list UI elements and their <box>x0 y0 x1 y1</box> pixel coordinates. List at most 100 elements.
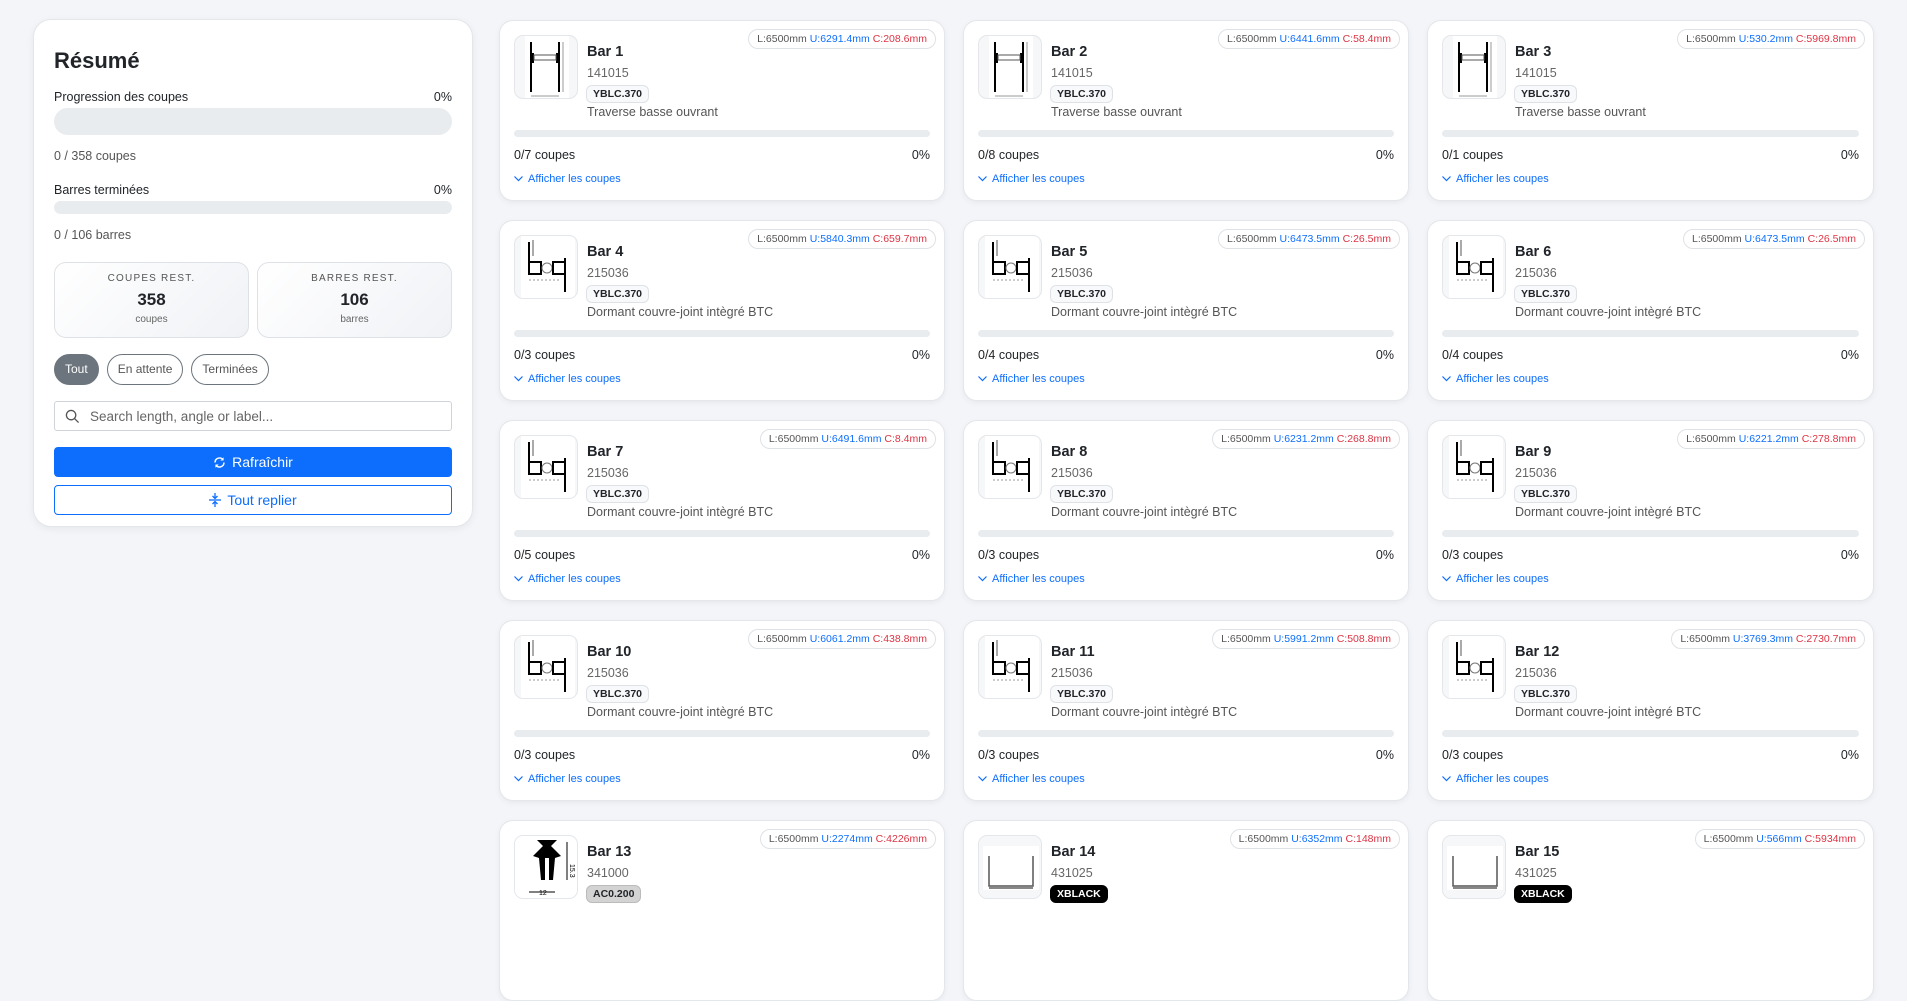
color-badge: YBLC.370 <box>586 685 650 703</box>
profile-image <box>514 235 578 299</box>
show-cuts-toggle[interactable]: Afficher les coupes <box>978 573 1085 585</box>
chevron-down-icon <box>978 776 987 782</box>
filter-pending[interactable]: En attente <box>106 354 184 385</box>
bar-progress <box>1442 130 1859 137</box>
cuts-pct: 0% <box>1840 148 1859 162</box>
length-chute: C:58.4mm <box>1342 33 1391 45</box>
bar-description: Traverse basse ouvrant <box>1051 105 1182 119</box>
show-cuts-toggle[interactable]: Afficher les coupes <box>978 773 1085 785</box>
show-cuts-label: Afficher les coupes <box>992 573 1085 585</box>
cuts-pct: 0% <box>1840 348 1859 362</box>
filter-all[interactable]: Tout <box>54 354 99 385</box>
bar-card: Bar 7 215036 YBLC.370 Dormant couvre-joi… <box>499 420 945 601</box>
bar-code: 141015 <box>1051 66 1093 80</box>
refresh-button[interactable]: Rafraîchir <box>54 447 452 477</box>
show-cuts-label: Afficher les coupes <box>1456 773 1549 785</box>
color-badge: YBLC.370 <box>1050 485 1114 503</box>
chevron-down-icon <box>1442 376 1451 382</box>
color-badge: YBLC.370 <box>1050 685 1114 703</box>
bar-title: Bar 13 <box>587 844 632 860</box>
show-cuts-toggle[interactable]: Afficher les coupes <box>514 173 621 185</box>
show-cuts-label: Afficher les coupes <box>528 773 621 785</box>
length-chute: C:5934mm <box>1804 833 1856 845</box>
chevron-down-icon <box>514 576 523 582</box>
cuts-pct: 0% <box>1375 148 1394 162</box>
bar-card: Bar 12 215036 YBLC.370 Dormant couvre-jo… <box>1427 620 1874 801</box>
cuts-count: 0/5 coupes <box>514 548 576 562</box>
length-chute: C:26.5mm <box>1807 233 1856 245</box>
stat-unit: barres <box>340 314 369 325</box>
chevron-down-icon <box>514 176 523 182</box>
show-cuts-toggle[interactable]: Afficher les coupes <box>1442 573 1549 585</box>
cuts-pct: 0% <box>1375 748 1394 762</box>
bar-progress <box>978 730 1394 737</box>
show-cuts-toggle[interactable]: Afficher les coupes <box>978 173 1085 185</box>
bar-title: Bar 4 <box>587 244 624 260</box>
bar-title: Bar 2 <box>1051 44 1088 60</box>
show-cuts-toggle[interactable]: Afficher les coupes <box>514 373 621 385</box>
summary-title: Résumé <box>54 48 140 73</box>
profile-image <box>514 635 578 699</box>
chevron-down-icon <box>978 176 987 182</box>
show-cuts-toggle[interactable]: Afficher les coupes <box>1442 373 1549 385</box>
length-used: U:6473.5mm <box>1279 233 1340 245</box>
length-total: L:6500mm <box>1227 33 1277 45</box>
bar-description: Dormant couvre-joint intègré BTC <box>1051 705 1238 719</box>
stat-unit: coupes <box>135 314 168 325</box>
bar-card: Bar 2 141015 YBLC.370 Traverse basse ouv… <box>963 20 1409 201</box>
bar-code: 215036 <box>1515 666 1557 680</box>
profile-image <box>1442 235 1506 299</box>
bar-title: Bar 12 <box>1515 644 1560 660</box>
svg-text:12: 12 <box>539 890 547 897</box>
search-input[interactable]: Search length, angle or label... <box>54 401 452 431</box>
bar-description: Dormant couvre-joint intègré BTC <box>587 705 774 719</box>
bar-card: Bar 1 141015 YBLC.370 Traverse basse ouv… <box>499 20 945 201</box>
length-chute: C:4226mm <box>875 833 927 845</box>
profile-image <box>978 235 1042 299</box>
color-badge: YBLC.370 <box>1050 285 1114 303</box>
show-cuts-toggle[interactable]: Afficher les coupes <box>1442 173 1549 185</box>
length-used: U:6441.6mm <box>1279 33 1340 45</box>
bar-code: 341000 <box>587 866 629 880</box>
bar-code: 215036 <box>1051 266 1093 280</box>
bar-progress <box>514 730 930 737</box>
length-used: U:6221.2mm <box>1738 433 1799 445</box>
filter-done[interactable]: Terminées <box>191 354 269 385</box>
cuts-count: 0/1 coupes <box>1442 148 1504 162</box>
show-cuts-label: Afficher les coupes <box>1456 573 1549 585</box>
show-cuts-toggle[interactable]: Afficher les coupes <box>514 573 621 585</box>
bar-progress <box>978 530 1394 537</box>
bar-title: Bar 5 <box>1051 244 1088 260</box>
bar-description: Dormant couvre-joint intègré BTC <box>1515 305 1702 319</box>
bar-title: Bar 7 <box>587 444 624 460</box>
color-badge: YBLC.370 <box>586 285 650 303</box>
cuts-pct: 0% <box>1375 548 1394 562</box>
bar-title: Bar 6 <box>1515 244 1552 260</box>
color-badge: YBLC.370 <box>1514 285 1578 303</box>
length-chute: C:508.8mm <box>1336 633 1391 645</box>
length-pill: L:6500mm U:6061.2mm C:438.8mm <box>748 629 936 649</box>
length-used: U:5991.2mm <box>1273 633 1334 645</box>
show-cuts-toggle[interactable]: Afficher les coupes <box>1442 773 1549 785</box>
show-cuts-label: Afficher les coupes <box>528 373 621 385</box>
cuts-progress-label: Progression des coupes <box>54 90 189 104</box>
cuts-pct: 0% <box>911 748 930 762</box>
collapse-all-button[interactable]: Tout replier <box>54 485 452 515</box>
bar-progress <box>514 130 930 137</box>
color-badge: YBLC.370 <box>1050 85 1114 103</box>
bar-description: Dormant couvre-joint intègré BTC <box>1051 505 1238 519</box>
cuts-count: 0/3 coupes <box>978 748 1040 762</box>
profile-image <box>514 435 578 499</box>
profile-image <box>1442 835 1506 899</box>
cuts-pct: 0% <box>911 148 930 162</box>
show-cuts-toggle[interactable]: Afficher les coupes <box>514 773 621 785</box>
cuts-progress-bar <box>54 108 452 135</box>
length-used: U:6473.5mm <box>1744 233 1805 245</box>
bar-title: Bar 1 <box>587 44 624 60</box>
cuts-count: 0/3 coupes <box>978 548 1040 562</box>
bar-title: Bar 9 <box>1515 444 1552 460</box>
bar-description: Dormant couvre-joint intègré BTC <box>1515 705 1702 719</box>
length-total: L:6500mm <box>757 33 807 45</box>
length-pill: L:6500mm U:6491.6mm C:8.4mm <box>759 429 936 449</box>
show-cuts-toggle[interactable]: Afficher les coupes <box>978 373 1085 385</box>
